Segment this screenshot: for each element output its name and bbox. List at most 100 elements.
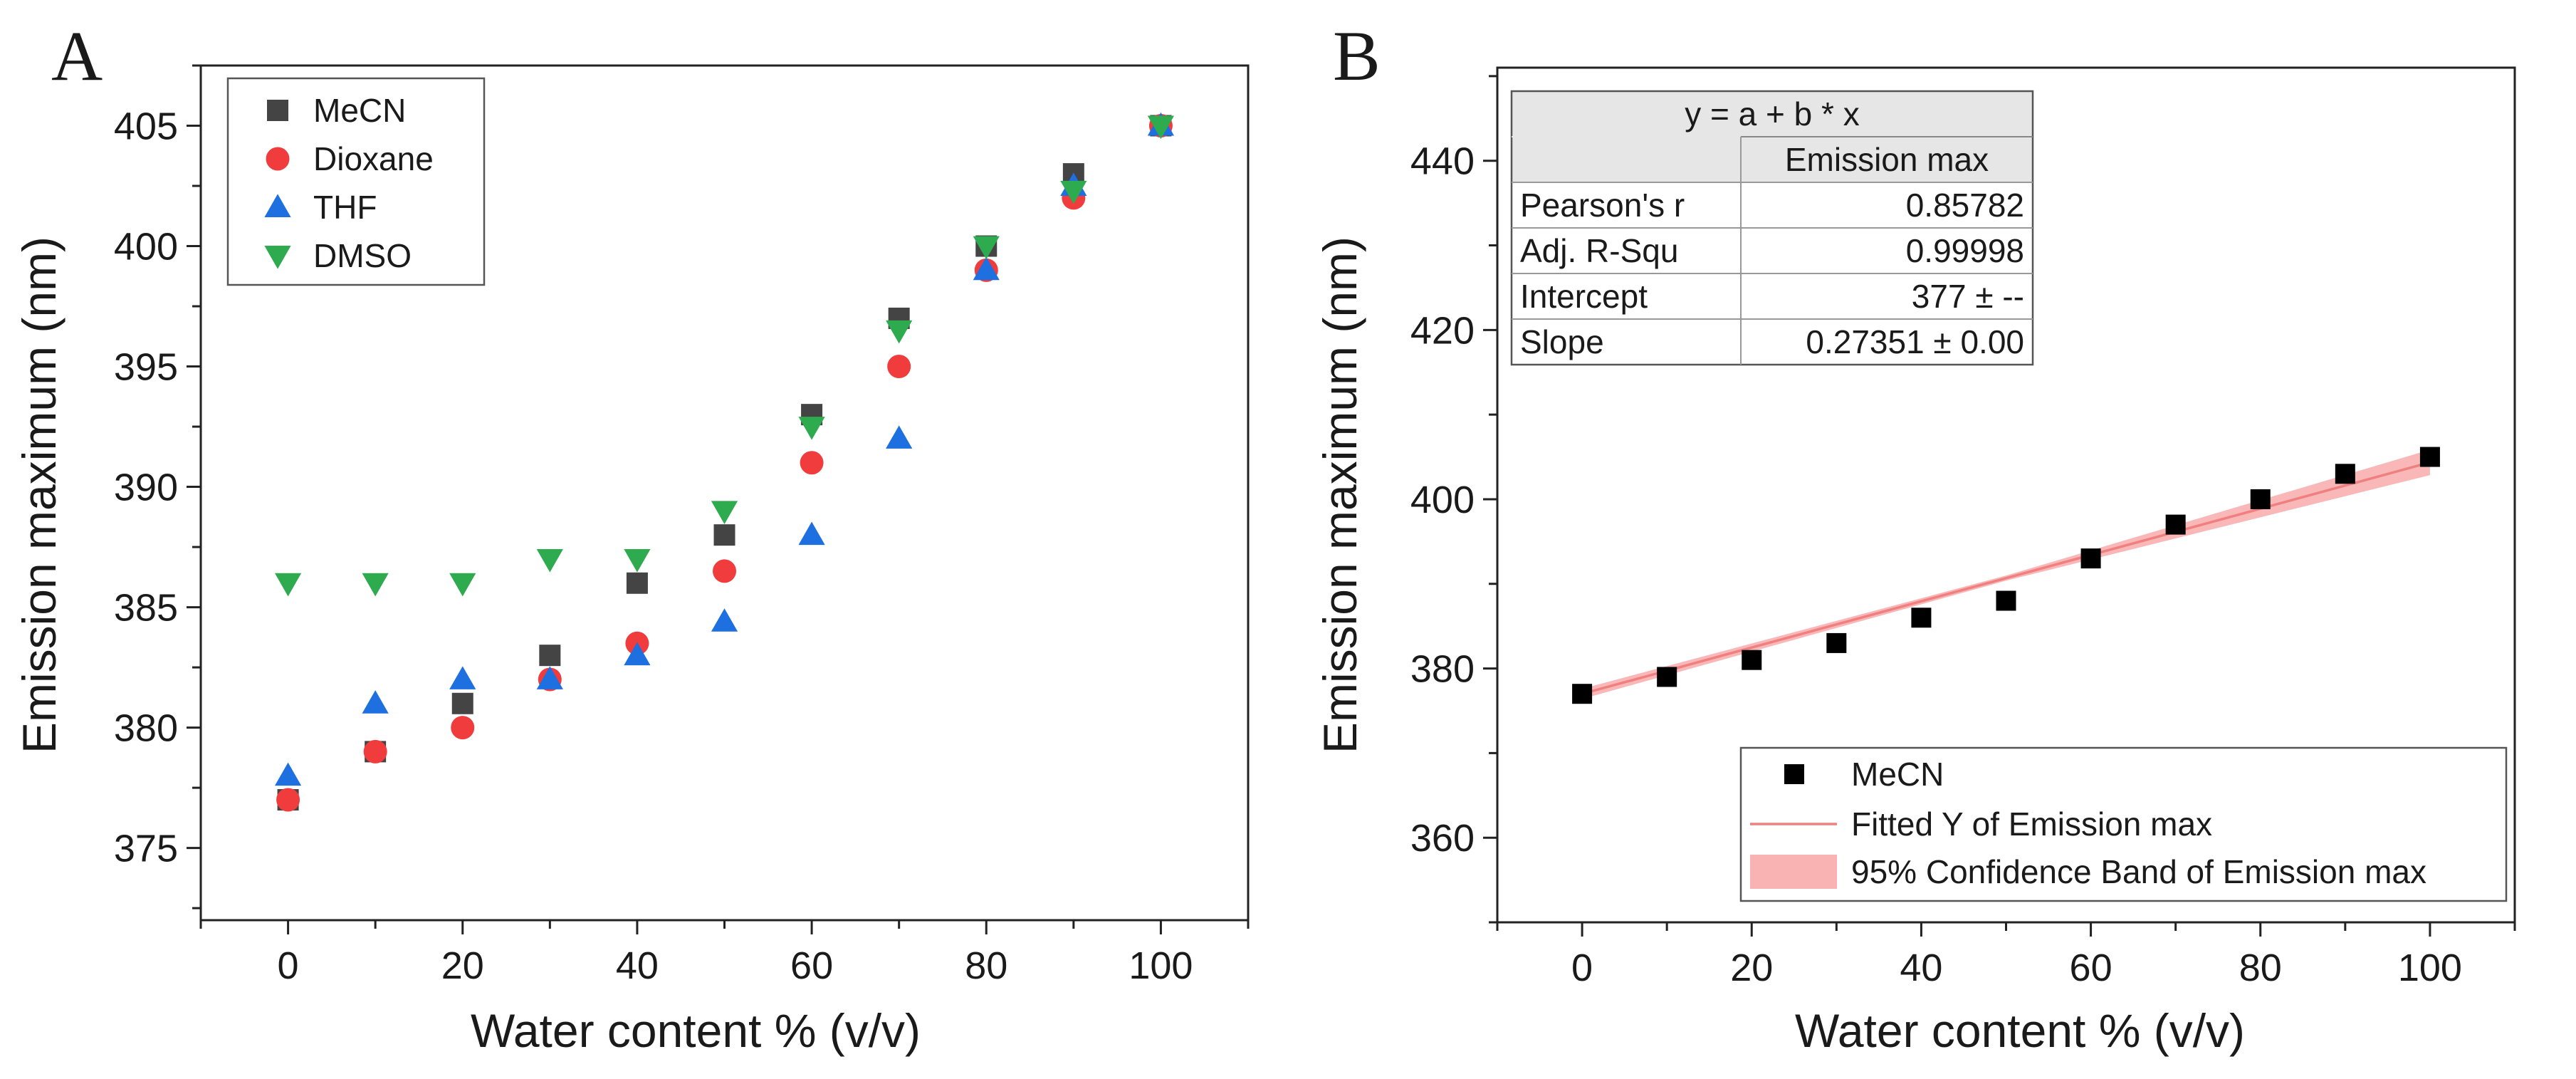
panel-b-legend: MeCN Fitted Y of Emission max 95% Confiden… [1739, 746, 2508, 902]
panel-a-points [274, 112, 1175, 812]
legend-box [1739, 746, 2508, 902]
y-tick-label: 395 [114, 346, 178, 389]
x-tick-label: 60 [790, 944, 833, 987]
point-mecn [626, 572, 648, 594]
point-mecn [1826, 632, 1847, 653]
legend-marker-thf [264, 194, 291, 217]
legend-label: 95% Confidence Band of Emission max [1851, 853, 2426, 890]
panel-b-x-axis: 0 20 40 60 80 100 [1496, 922, 2516, 989]
legend-label: MeCN [313, 92, 406, 129]
panel-a-x-axis-title: Water content % (v/v) [471, 1004, 921, 1057]
point-dmso [886, 320, 913, 344]
panel-b-confidence-band [1582, 449, 2430, 699]
point-dmso [1147, 115, 1175, 140]
panel-a: A 0 20 40 60 80 100 375 380 385 390 395 400 405 Wat… [13, 16, 1250, 1057]
panel-b-fit-line [1581, 461, 2431, 695]
y-tick-label: 390 [114, 466, 178, 509]
y-tick-label: 400 [1410, 479, 1475, 521]
point-dioxane [800, 451, 824, 475]
y-tick-label: 420 [1410, 309, 1475, 352]
stats-equation: y = a + b * x [1685, 95, 1859, 132]
legend-marker-dioxane [266, 147, 290, 171]
point-dmso [624, 549, 651, 573]
point-mecn [2419, 447, 2440, 467]
point-mecn [1996, 590, 2016, 611]
point-thf [798, 521, 825, 546]
x-tick-label: 20 [1730, 947, 1773, 989]
x-tick-label: 40 [616, 944, 659, 987]
stats-row-value: 0.99998 [1906, 232, 2024, 269]
point-thf [536, 666, 563, 689]
y-tick-label: 375 [114, 828, 178, 870]
panel-b-stats-table: y = a + b * x Emission max Pearson's r 0.85… [1510, 90, 2034, 366]
y-tick-label: 400 [114, 226, 178, 269]
legend-marker-mecn [1784, 764, 1804, 784]
x-tick-label: 0 [1571, 947, 1593, 989]
point-thf [973, 256, 1000, 281]
y-tick-label: 440 [1410, 140, 1475, 183]
point-thf [624, 642, 651, 666]
legend-label: DMSO [313, 237, 412, 274]
point-dioxane [451, 716, 475, 740]
point-dioxane [276, 788, 300, 812]
legend-label: MeCN [1851, 756, 1944, 793]
panel-b: B 0 20 40 60 80 100 360 380 400 420 440 Water con… [1314, 16, 2516, 1057]
stats-row-value: 0.27351 ± 0.00 [1806, 323, 2024, 360]
panel-b-x-axis-title: Water content % (v/v) [1795, 1004, 2245, 1057]
stats-row-value: 377 ± -- [1912, 278, 2024, 315]
point-mecn [1657, 667, 1677, 687]
point-thf [711, 608, 738, 632]
panel-b-y-axis-title: Emission maximum (nm) [1314, 236, 1366, 754]
panel-b-letter: B [1333, 16, 1381, 95]
point-mecn [2080, 548, 2101, 569]
point-dmso [536, 549, 563, 573]
x-tick-label: 40 [1900, 947, 1942, 989]
x-tick-label: 80 [2239, 947, 2282, 989]
point-mecn [1742, 650, 1762, 670]
x-tick-label: 80 [965, 944, 1007, 987]
point-mecn [1911, 608, 1932, 628]
y-tick-label: 385 [114, 587, 178, 630]
stats-row-label: Pearson's r [1520, 187, 1685, 224]
point-mecn [539, 645, 561, 667]
stats-column-header: Emission max [1785, 141, 1989, 178]
confidence-band [1582, 449, 2430, 699]
point-mecn [2335, 464, 2355, 484]
y-tick-label: 360 [1410, 817, 1475, 860]
point-dioxane [363, 739, 387, 763]
panel-a-letter: A [51, 16, 103, 95]
y-tick-label: 380 [114, 707, 178, 750]
point-mecn [2250, 489, 2271, 509]
point-dmso [798, 417, 825, 440]
stats-row-label: Slope [1520, 323, 1604, 360]
y-tick-label: 380 [1410, 648, 1475, 691]
x-tick-label: 100 [2398, 947, 2462, 989]
legend-marker-mecn [267, 100, 288, 121]
panel-a-x-axis: 0 20 40 60 80 100 [199, 920, 1250, 987]
x-tick-label: 20 [441, 944, 484, 987]
x-tick-label: 100 [1129, 944, 1193, 987]
legend-band-swatch [1750, 855, 1837, 889]
x-tick-label: 0 [278, 944, 299, 987]
y-tick-label: 405 [114, 105, 178, 148]
point-dioxane [887, 355, 911, 379]
stats-row-label: Adj. R-Squ [1520, 232, 1678, 269]
point-dmso [362, 573, 389, 597]
stats-row-label: Intercept [1520, 278, 1648, 315]
point-dmso [711, 501, 738, 524]
legend-label: Fitted Y of Emission max [1851, 806, 2212, 843]
panel-a-y-axis: 375 380 385 390 395 400 405 [114, 64, 201, 909]
legend-label: Dioxane [313, 140, 434, 177]
point-mecn [713, 524, 735, 546]
legend-marker-dmso [264, 246, 291, 269]
panel-b-y-axis: 360 380 400 420 440 [1410, 75, 1497, 924]
panel-b-points [1572, 447, 2440, 704]
point-thf [886, 425, 913, 449]
point-thf [362, 690, 389, 714]
x-tick-label: 60 [2070, 947, 2112, 989]
point-dmso [1060, 180, 1087, 204]
point-mecn [2165, 514, 2186, 535]
fitted-line [1581, 461, 2431, 695]
point-mecn [451, 692, 473, 714]
